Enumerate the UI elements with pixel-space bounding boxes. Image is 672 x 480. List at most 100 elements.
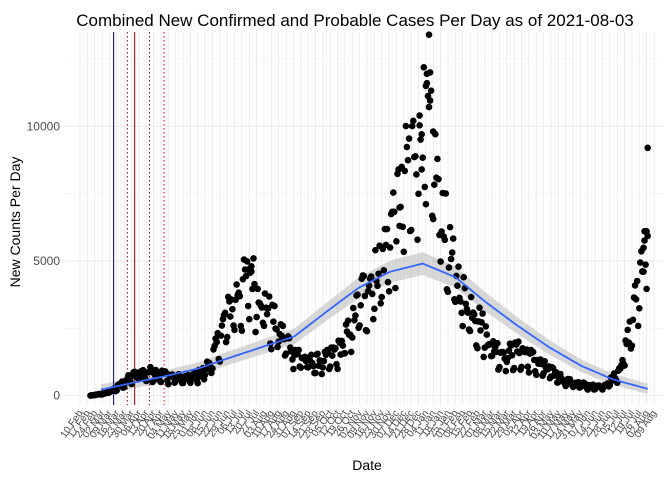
data-point xyxy=(391,208,398,216)
data-point xyxy=(434,155,441,163)
data-point xyxy=(415,190,422,198)
data-point xyxy=(246,265,253,273)
data-point xyxy=(157,378,165,386)
data-point xyxy=(442,190,450,197)
data-point xyxy=(339,342,347,349)
data-point xyxy=(408,122,416,130)
data-point xyxy=(332,344,339,352)
data-point xyxy=(414,236,421,243)
data-point xyxy=(644,144,651,152)
data-point xyxy=(426,97,434,104)
data-point xyxy=(447,255,455,263)
data-point xyxy=(529,348,537,356)
data-point xyxy=(437,258,444,265)
data-point xyxy=(356,322,363,329)
data-point xyxy=(640,268,647,276)
data-point xyxy=(390,189,397,196)
data-point xyxy=(476,304,483,312)
data-point xyxy=(643,285,650,293)
data-point xyxy=(347,348,355,356)
data-point xyxy=(238,327,246,335)
data-point xyxy=(304,364,312,371)
data-point xyxy=(480,353,488,361)
data-point xyxy=(372,246,379,254)
data-point xyxy=(349,334,356,341)
data-point xyxy=(270,318,277,326)
data-point xyxy=(392,284,399,292)
data-point xyxy=(401,167,409,175)
data-point xyxy=(393,238,400,245)
data-point xyxy=(310,362,317,370)
data-point xyxy=(201,371,209,379)
data-point xyxy=(416,122,423,129)
data-point xyxy=(363,327,371,335)
confidence-ribbon xyxy=(101,252,648,395)
data-point xyxy=(404,156,412,164)
data-point xyxy=(502,367,510,375)
data-point xyxy=(403,143,411,151)
data-point xyxy=(279,322,287,330)
data-point xyxy=(405,135,413,142)
data-point xyxy=(357,302,365,309)
data-point xyxy=(407,226,415,234)
data-point xyxy=(441,236,449,244)
data-point xyxy=(482,323,490,330)
data-point xyxy=(446,223,454,231)
data-point xyxy=(273,326,280,333)
data-point xyxy=(218,322,226,329)
data-point xyxy=(246,315,253,323)
data-point xyxy=(265,293,273,300)
data-point xyxy=(314,350,321,358)
data-point xyxy=(533,371,540,379)
data-point xyxy=(295,346,303,354)
x-axis-title: Date xyxy=(352,457,382,473)
data-point xyxy=(221,309,229,317)
grid xyxy=(64,32,664,405)
data-point xyxy=(377,300,385,307)
data-point xyxy=(274,343,281,351)
data-point xyxy=(326,363,334,370)
data-point xyxy=(222,338,230,346)
data-point xyxy=(632,296,640,303)
data-point xyxy=(637,259,644,266)
data-point xyxy=(425,31,433,38)
ribbon-area xyxy=(101,252,648,395)
data-point xyxy=(402,122,410,130)
data-point xyxy=(375,270,382,278)
data-point xyxy=(460,273,468,281)
data-point xyxy=(410,117,417,125)
data-point xyxy=(384,278,392,286)
data-point xyxy=(253,313,260,321)
data-point xyxy=(629,316,637,324)
data-point xyxy=(271,302,278,310)
data-point xyxy=(515,338,522,346)
data-point xyxy=(209,365,216,372)
data-point xyxy=(412,153,419,160)
data-point xyxy=(329,352,336,360)
data-point xyxy=(251,280,258,288)
data-point xyxy=(420,64,428,71)
data-point xyxy=(444,288,452,296)
data-point xyxy=(642,261,649,269)
data-point xyxy=(478,319,485,326)
data-point xyxy=(344,317,352,325)
y-tick-label: 10000 xyxy=(27,119,61,133)
data-point xyxy=(483,331,491,338)
data-point xyxy=(250,255,257,262)
data-point xyxy=(470,311,478,318)
data-point xyxy=(385,288,393,295)
data-point xyxy=(524,363,532,371)
data-point xyxy=(426,69,434,76)
data-point xyxy=(308,351,315,359)
data-point xyxy=(397,203,404,211)
y-axis-ticks: 0 5000 10000 xyxy=(27,119,61,402)
smooth-line xyxy=(100,262,648,391)
data-point xyxy=(233,281,240,288)
data-point xyxy=(370,315,377,323)
data-point xyxy=(422,200,430,208)
data-point xyxy=(416,112,423,119)
data-point xyxy=(505,347,513,354)
data-point xyxy=(217,332,225,340)
